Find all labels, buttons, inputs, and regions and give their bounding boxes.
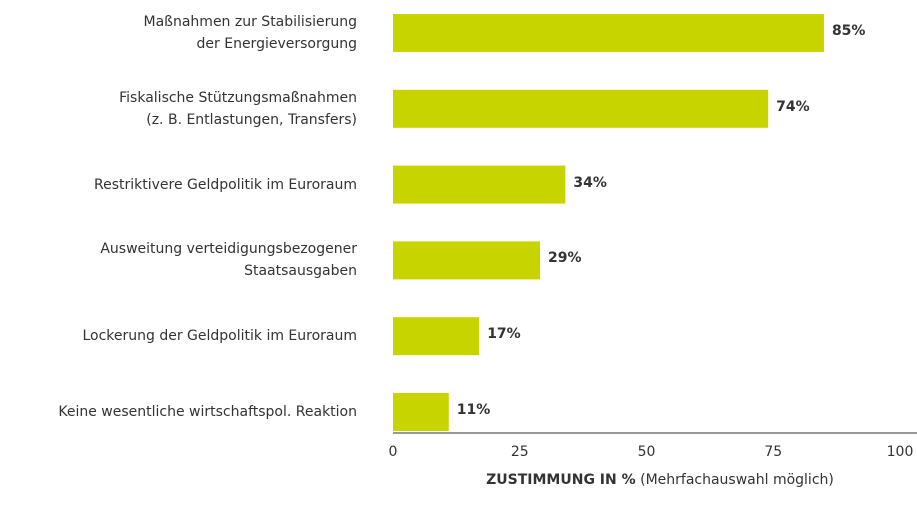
bar: [393, 393, 449, 431]
value-label: 34%: [573, 174, 607, 191]
value-label: 74%: [776, 98, 810, 115]
category-label: Keine wesentliche wirtschaftspol. Reakti…: [58, 404, 357, 420]
x-axis-title: ZUSTIMMUNG IN % (Mehrfachauswahl möglich…: [486, 472, 834, 488]
x-axis-label: ZUSTIMMUNG IN %: [486, 472, 636, 488]
category-label: Restriktivere Geldpolitik im Euroraum: [94, 176, 357, 193]
bar: [393, 241, 541, 280]
value-label: 29%: [548, 250, 582, 267]
category-label: Fiskalische Stützungsmaßnahmen (z. B. En…: [119, 89, 357, 128]
value-label: 17%: [487, 325, 521, 342]
bar: [393, 89, 769, 128]
x-tick-label: 25: [510, 444, 529, 460]
category-label: Maßnahmen zur Stabilisierung der Energie…: [143, 14, 358, 52]
bar: [393, 14, 824, 52]
bar: [393, 165, 566, 204]
bar: [393, 317, 480, 356]
x-axis-note: (Mehrfachauswahl möglich): [640, 472, 834, 488]
x-tick-label: 100: [886, 444, 914, 460]
x-tick-label: 75: [764, 444, 783, 460]
x-tick-label: 50: [637, 444, 656, 460]
category-label: Lockerung der Geldpolitik im Euroraum: [82, 328, 357, 345]
value-label: 85%: [831, 22, 866, 39]
x-tick-label: 0: [388, 444, 398, 460]
category-label: Ausweitung verteidigungsbezogener Staats…: [100, 241, 357, 280]
value-label: 11%: [456, 401, 491, 418]
